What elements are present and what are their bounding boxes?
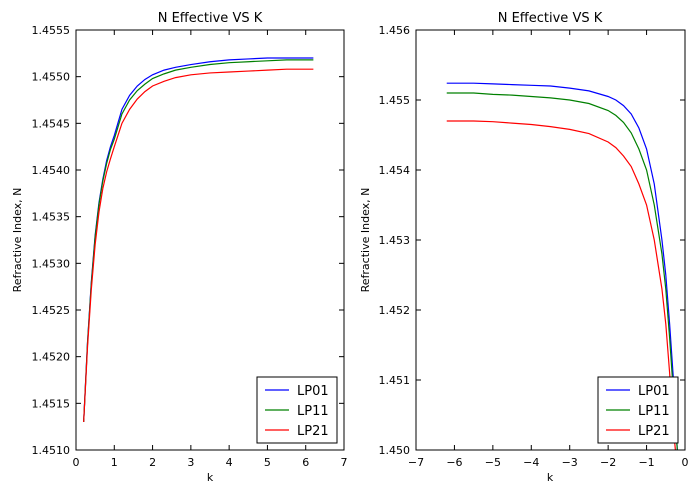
- left-y-axis-label: Refractive Index, N: [11, 188, 24, 293]
- left-plot: N Effective VS K k Refractive Index, N 0…: [11, 11, 348, 484]
- left-series-lines: [83, 57, 314, 423]
- left-plot-title: N Effective VS K: [158, 11, 263, 26]
- left-y-tick-label: 1.4510: [32, 444, 71, 457]
- left-legend: LP01 LP11 LP21: [256, 376, 338, 444]
- left-ticks: 0 1 2 3 4 5 6 7 1.4510 1.4515 1.4520 1.4525 1.4530 1.…: [32, 24, 348, 469]
- right-y-tick-label: 1.450: [379, 444, 411, 457]
- right-y-tick-label: 1.451: [379, 374, 411, 387]
- right-y-tick-label: 1.452: [379, 304, 411, 317]
- left-x-tick-label: 0: [73, 456, 80, 469]
- right-y-tick-label: 1.454: [379, 164, 411, 177]
- right-series-line-lp11: [446, 92, 678, 450]
- left-y-tick-label: 1.4545: [32, 117, 71, 130]
- left-legend-label-lp11: LP11: [297, 404, 329, 419]
- right-legend-label-lp11: LP11: [638, 404, 670, 419]
- right-plot: N Effective VS K k Refractive Index, N −…: [359, 11, 689, 484]
- left-series-line-lp11: [83, 59, 314, 423]
- left-x-tick-label: 7: [341, 456, 348, 469]
- left-y-tick-label: 1.4555: [32, 24, 71, 37]
- right-x-axis-label: k: [547, 471, 554, 484]
- left-y-tick-label: 1.4530: [32, 257, 71, 270]
- right-series-line-lp21: [446, 120, 676, 450]
- right-series-lines: [446, 82, 678, 450]
- right-legend-label-lp01: LP01: [638, 384, 670, 399]
- right-legend-label-lp21: LP21: [638, 424, 670, 439]
- left-x-tick-label: 6: [302, 456, 309, 469]
- right-y-axis-label: Refractive Index, N: [359, 188, 372, 293]
- left-y-tick-label: 1.4535: [32, 211, 71, 224]
- right-x-tick-label: −7: [408, 456, 424, 469]
- left-x-tick-label: 1: [111, 456, 118, 469]
- right-plot-frame: [415, 29, 686, 451]
- right-x-tick-label: −3: [562, 456, 578, 469]
- right-y-tick-label: 1.456: [379, 24, 411, 37]
- left-x-axis-label: k: [207, 471, 214, 484]
- right-x-tick-label: −2: [600, 456, 616, 469]
- right-plot-title: N Effective VS K: [498, 11, 603, 26]
- left-legend-label-lp01: LP01: [297, 384, 329, 399]
- right-x-tick-label: −6: [446, 456, 462, 469]
- right-y-tick-label: 1.455: [379, 94, 411, 107]
- left-y-tick-label: 1.4520: [32, 351, 71, 364]
- right-x-tick-label: −5: [485, 456, 501, 469]
- left-x-tick-label: 4: [226, 456, 233, 469]
- left-series-line-lp21: [83, 68, 314, 423]
- left-y-tick-label: 1.4550: [32, 71, 71, 84]
- right-ticks: −7 −6 −5 −4 −3 −2 −1 0 1.450 1.451 1.452 1.453 1.454…: [379, 24, 689, 469]
- right-x-tick-label: 0: [682, 456, 689, 469]
- right-legend: LP01 LP11 LP21: [597, 376, 679, 444]
- left-x-tick-label: 3: [187, 456, 194, 469]
- left-legend-label-lp21: LP21: [297, 424, 329, 439]
- left-x-tick-label: 5: [264, 456, 271, 469]
- left-plot-frame: [75, 29, 345, 451]
- right-x-tick-label: −1: [638, 456, 654, 469]
- right-x-tick-label: −4: [523, 456, 539, 469]
- left-y-tick-label: 1.4515: [32, 397, 71, 410]
- left-x-tick-label: 2: [149, 456, 156, 469]
- left-series-line-lp01: [83, 57, 314, 423]
- right-y-tick-label: 1.453: [379, 234, 411, 247]
- left-y-tick-label: 1.4540: [32, 164, 71, 177]
- right-series-line-lp01: [446, 82, 678, 450]
- left-y-tick-label: 1.4525: [32, 304, 71, 317]
